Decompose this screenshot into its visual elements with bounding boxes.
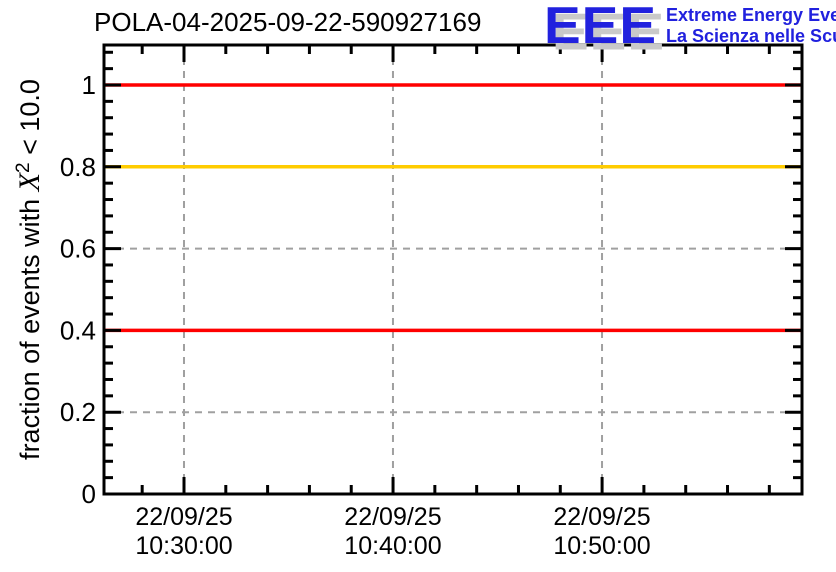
x-tick-label-date: 22/09/25	[553, 503, 650, 531]
x-tick-label-date: 22/09/25	[344, 503, 441, 531]
y-axis-title-prefix: fraction of events with	[15, 191, 45, 460]
eee-logo: EEE Extreme Energy Events La Scienza nel…	[544, 0, 836, 56]
chi-superscript: 2	[13, 162, 34, 173]
y-tick-label: 0.4	[60, 315, 96, 345]
y-axis-title-suffix: < 10.0	[15, 79, 45, 163]
plot-frame	[102, 43, 804, 496]
x-tick-label-date: 22/09/25	[135, 503, 232, 531]
y-axis-title: fraction of events with X2 < 10.0	[2, 45, 46, 494]
x-tick-label-time: 10:40:00	[344, 532, 441, 560]
x-tick-label-time: 10:30:00	[135, 532, 232, 560]
plot-title: POLA-04-2025-09-22-590927169	[94, 7, 482, 37]
y-tick-label: 0.8	[60, 152, 96, 182]
eee-logo-text: Extreme Energy Events La Scienza nelle S…	[666, 5, 836, 47]
y-tick-label: 0.2	[60, 397, 96, 427]
x-tick-label-time: 10:50:00	[553, 532, 650, 560]
eee-logo-letters: EEE	[544, 0, 658, 55]
chi-symbol: X	[13, 172, 46, 192]
eee-logo-line1: Extreme Energy Events	[666, 5, 836, 25]
eee-logo-line2: La Scienza nelle Scuole	[666, 26, 836, 46]
y-tick-label: 1	[82, 70, 96, 100]
y-tick-label: 0.6	[60, 234, 96, 264]
y-tick-label: 0	[82, 479, 96, 509]
